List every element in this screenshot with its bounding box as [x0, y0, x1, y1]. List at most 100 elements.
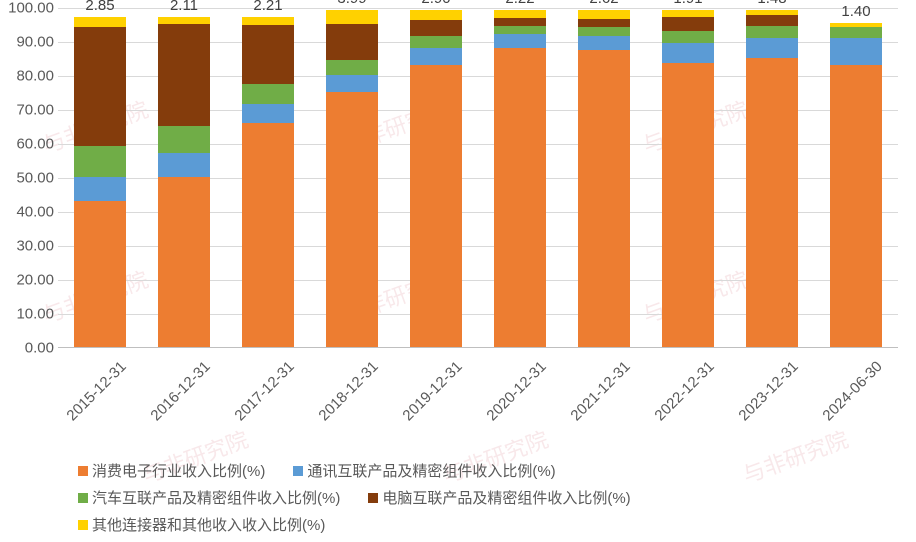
bar-slot: 2.22 — [478, 8, 562, 347]
x-label-slot: 2015-12-31 — [58, 352, 142, 462]
x-tick-label: 2016-12-31 — [148, 358, 214, 424]
x-label-slot: 2016-12-31 — [142, 352, 226, 462]
stacked-bar: 2.85 — [74, 17, 126, 347]
x-label-slot: 2017-12-31 — [226, 352, 310, 462]
bar-segment — [494, 48, 546, 347]
bar-segment — [830, 27, 882, 37]
bar-slot: 2.62 — [562, 8, 646, 347]
legend-row: 其他连接器和其他收入收入比例(%) — [78, 514, 898, 535]
data-label: 2.62 — [589, 0, 618, 7]
bar-slot: 1.91 — [646, 8, 730, 347]
stacked-bar: 2.22 — [494, 10, 546, 347]
x-tick-label: 2022-12-31 — [652, 358, 718, 424]
y-tick-label: 20.00 — [2, 272, 54, 289]
bar-segment — [662, 17, 714, 31]
bar-segment — [578, 50, 630, 348]
x-label-slot: 2024-06-30 — [814, 352, 898, 462]
bar-segment — [74, 177, 126, 201]
bar-segment — [326, 10, 378, 24]
bar-segment — [410, 10, 462, 20]
bar-segment — [74, 27, 126, 147]
stacked-bar: 1.40 — [830, 23, 882, 347]
bar-segment — [494, 26, 546, 35]
bar-segment — [242, 104, 294, 123]
bar-segment — [578, 36, 630, 50]
bar-slot: 2.11 — [142, 8, 226, 347]
legend-label: 消费电子行业收入比例(%) — [92, 460, 265, 481]
bar-segment — [830, 38, 882, 65]
legend-item: 电脑互联产品及精密组件收入比例(%) — [368, 487, 630, 508]
x-label-slot: 2023-12-31 — [730, 352, 814, 462]
y-tick-label: 90.00 — [2, 34, 54, 51]
bar-slot: 3.99 — [310, 8, 394, 347]
data-label: 1.40 — [841, 3, 870, 20]
stacked-bar: 2.11 — [158, 17, 210, 347]
data-label: 2.90 — [421, 0, 450, 7]
bar-segment — [662, 31, 714, 43]
legend-swatch — [368, 493, 378, 503]
y-tick-label: 0.00 — [2, 340, 54, 357]
legend-swatch — [78, 520, 88, 530]
stacked-bar: 2.62 — [578, 10, 630, 347]
x-tick-label: 2015-12-31 — [64, 358, 130, 424]
bars-group: 2.852.112.213.992.902.222.621.911.481.40 — [58, 8, 898, 347]
bar-segment — [578, 10, 630, 19]
bar-segment — [326, 75, 378, 92]
y-tick-label: 80.00 — [2, 68, 54, 85]
bar-segment — [158, 24, 210, 126]
plot-area: 2.852.112.213.992.902.222.621.911.481.40 — [58, 8, 898, 348]
data-label: 1.91 — [673, 0, 702, 7]
x-tick-label: 2023-12-31 — [736, 358, 802, 424]
x-tick-label: 2018-12-31 — [316, 358, 382, 424]
legend-swatch — [293, 466, 303, 476]
bar-segment — [158, 17, 210, 24]
bar-segment — [494, 34, 546, 48]
bar-segment — [326, 92, 378, 347]
x-tick-label: 2017-12-31 — [232, 358, 298, 424]
y-tick-label: 40.00 — [2, 204, 54, 221]
bar-segment — [410, 20, 462, 36]
bar-segment — [662, 43, 714, 63]
data-label: 2.85 — [85, 0, 114, 14]
legend-label: 通讯互联产品及精密组件收入比例(%) — [307, 460, 555, 481]
bar-segment — [494, 18, 546, 26]
x-label-slot: 2018-12-31 — [310, 352, 394, 462]
bar-segment — [410, 48, 462, 65]
data-label: 2.22 — [505, 0, 534, 7]
bar-segment — [158, 153, 210, 177]
bar-segment — [242, 17, 294, 25]
bar-segment — [158, 126, 210, 153]
bar-segment — [158, 177, 210, 347]
y-tick-label: 50.00 — [2, 170, 54, 187]
bar-segment — [242, 123, 294, 347]
bar-segment — [746, 15, 798, 25]
x-label-slot: 2021-12-31 — [562, 352, 646, 462]
y-tick-label: 10.00 — [2, 306, 54, 323]
bar-segment — [410, 65, 462, 347]
bar-slot: 2.21 — [226, 8, 310, 347]
legend: 消费电子行业收入比例(%)通讯互联产品及精密组件收入比例(%)汽车互联产品及精密… — [78, 460, 898, 541]
legend-swatch — [78, 493, 88, 503]
bar-segment — [494, 10, 546, 18]
legend-item: 消费电子行业收入比例(%) — [78, 460, 265, 481]
bar-segment — [578, 19, 630, 27]
bar-slot: 2.90 — [394, 8, 478, 347]
data-label: 2.11 — [170, 0, 198, 14]
y-tick-label: 100.00 — [2, 0, 54, 17]
bar-segment — [326, 24, 378, 60]
bar-segment — [830, 65, 882, 347]
x-tick-label: 2019-12-31 — [400, 358, 466, 424]
bar-segment — [74, 17, 126, 27]
bar-segment — [242, 84, 294, 104]
legend-label: 电脑互联产品及精密组件收入比例(%) — [382, 487, 630, 508]
stacked-bar: 1.91 — [662, 10, 714, 347]
y-tick-label: 60.00 — [2, 136, 54, 153]
legend-item: 通讯互联产品及精密组件收入比例(%) — [293, 460, 555, 481]
x-label-slot: 2022-12-31 — [646, 352, 730, 462]
bar-segment — [326, 60, 378, 75]
stacked-bar: 2.90 — [410, 10, 462, 347]
bar-segment — [746, 58, 798, 347]
bar-segment — [410, 36, 462, 48]
bar-segment — [74, 201, 126, 347]
bar-segment — [578, 27, 630, 36]
